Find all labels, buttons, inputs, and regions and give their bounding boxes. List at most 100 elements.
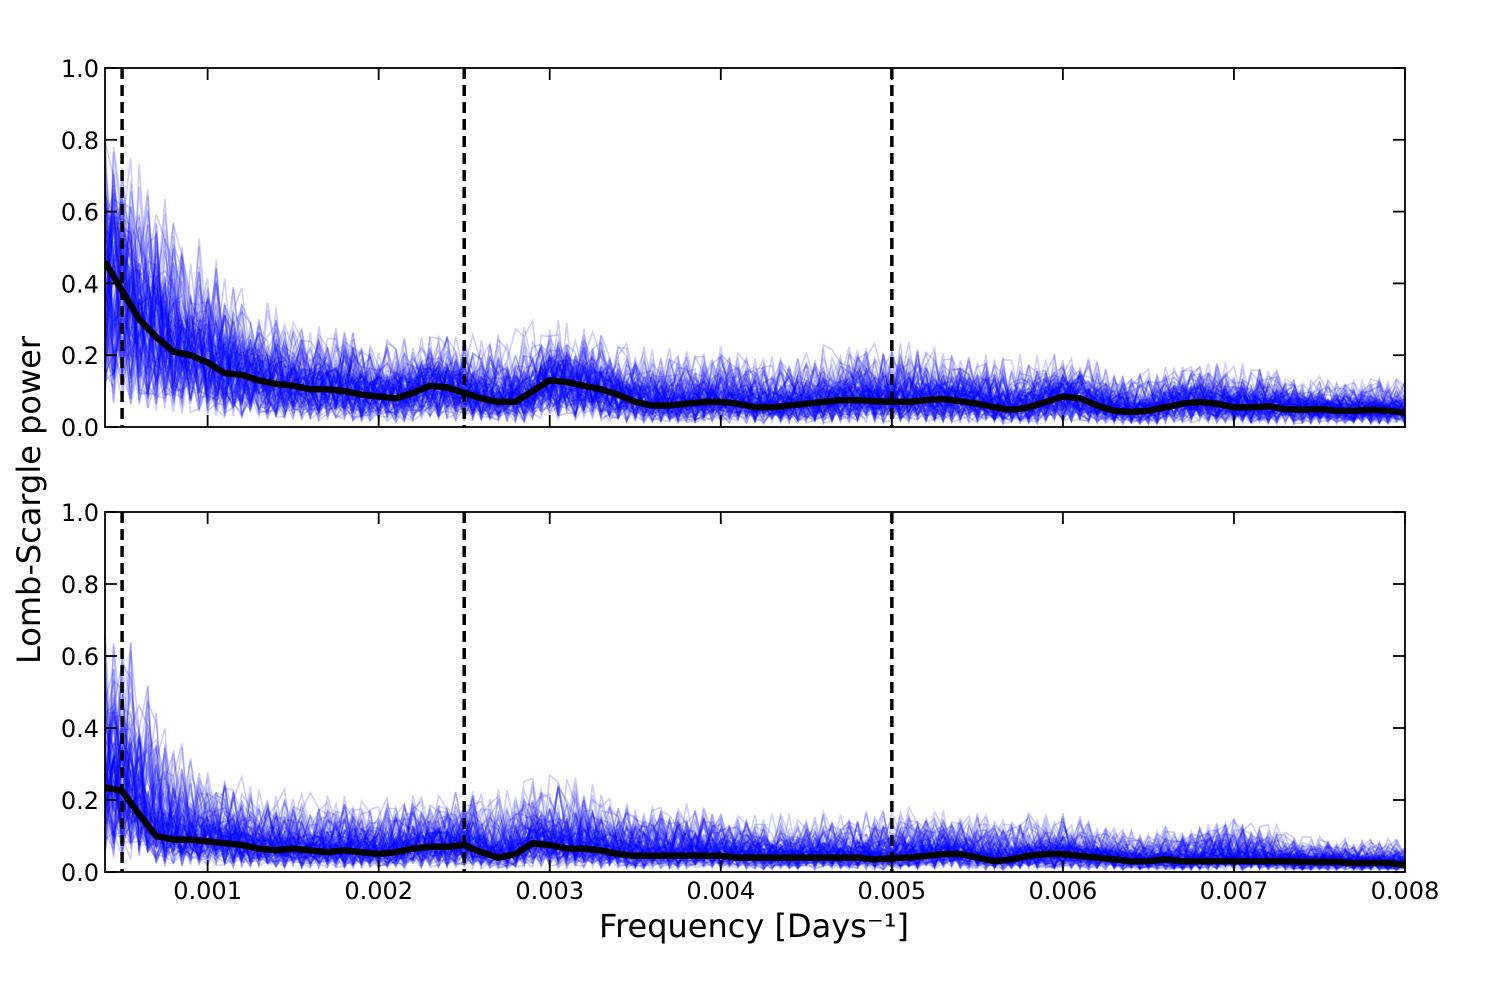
sample-curve xyxy=(105,238,1405,426)
sample-curve xyxy=(105,265,1405,423)
sample-curve xyxy=(105,677,1405,870)
sample-curve xyxy=(105,715,1405,871)
sample-curve xyxy=(105,141,1405,426)
sample-curve xyxy=(105,281,1405,424)
sample-curve xyxy=(105,242,1405,424)
sample-curve xyxy=(105,198,1405,427)
sample-curve xyxy=(105,787,1405,872)
y-tick-label: 0.0 xyxy=(61,859,99,887)
sample-curve xyxy=(105,718,1405,872)
x-tick-label: 0.004 xyxy=(686,877,755,905)
sample-curve xyxy=(105,226,1405,426)
sample-curve xyxy=(105,669,1405,872)
sample-curve xyxy=(105,761,1405,869)
sample-curve xyxy=(105,296,1405,425)
sample-curve xyxy=(105,200,1405,424)
sample-curve xyxy=(105,223,1405,424)
sample-curves xyxy=(105,633,1405,872)
sample-curve xyxy=(105,756,1405,871)
sample-curve xyxy=(105,205,1405,427)
x-tick-label: 0.008 xyxy=(1371,877,1440,905)
sample-curve xyxy=(105,642,1405,871)
sample-curve xyxy=(105,212,1405,426)
sample-curve xyxy=(105,152,1405,425)
sample-curve xyxy=(105,726,1405,872)
sample-curve xyxy=(105,784,1405,871)
sample-curve xyxy=(105,712,1405,872)
sample-curve xyxy=(105,209,1405,426)
sample-curve xyxy=(105,167,1405,423)
sample-curve xyxy=(105,223,1405,426)
sample-curve xyxy=(105,743,1405,872)
sample-curve xyxy=(105,206,1405,425)
sample-curve xyxy=(105,167,1405,425)
sample-curve xyxy=(105,277,1405,425)
sample-curve xyxy=(105,692,1405,872)
y-tick-label: 0.8 xyxy=(61,127,99,155)
sample-curves xyxy=(105,141,1405,427)
sample-curve xyxy=(105,225,1405,427)
y-tick-label: 0.6 xyxy=(61,643,99,671)
sample-curve xyxy=(105,241,1405,425)
sample-curve xyxy=(105,186,1405,425)
sample-curve xyxy=(105,211,1405,423)
y-tick-label: 0.2 xyxy=(61,787,99,815)
sample-curve xyxy=(105,185,1405,425)
sample-curve xyxy=(105,196,1405,425)
sample-curve xyxy=(105,234,1405,426)
x-tick-label: 0.007 xyxy=(1200,877,1269,905)
sample-curve xyxy=(105,760,1405,872)
sample-curve xyxy=(105,275,1405,424)
y-tick-label: 0.0 xyxy=(61,414,99,442)
sample-curve xyxy=(105,225,1405,423)
top-panel: 0.0 0.2 0.4 0.6 0.8 1.0 xyxy=(61,55,1406,442)
sample-curve xyxy=(105,242,1405,423)
x-tick-label: 0.002 xyxy=(344,877,413,905)
x-axis-label: Frequency [Days⁻¹] xyxy=(599,907,909,945)
sample-curve xyxy=(105,222,1405,424)
mean-curve xyxy=(105,784,1405,869)
sample-curve xyxy=(105,231,1405,425)
sample-curve xyxy=(105,766,1405,871)
sample-curve xyxy=(105,650,1405,872)
x-tick-label: 0.003 xyxy=(515,877,584,905)
sample-curve xyxy=(105,704,1405,871)
sample-curve xyxy=(105,706,1405,872)
sample-curve xyxy=(105,212,1405,425)
sample-curve xyxy=(105,761,1405,872)
sample-curve xyxy=(105,196,1405,424)
y-tick-label: 0.4 xyxy=(61,270,99,298)
sample-curve xyxy=(105,174,1405,426)
axes-frame xyxy=(104,67,1406,428)
sample-curve xyxy=(105,185,1405,425)
sample-curve xyxy=(105,202,1405,425)
sample-curve xyxy=(105,740,1405,871)
sample-curve xyxy=(105,724,1405,871)
y-tick-label: 0.8 xyxy=(61,571,99,599)
y-tick-label: 1.0 xyxy=(61,55,99,83)
axes-frame xyxy=(104,511,1406,873)
sample-curve xyxy=(105,216,1405,426)
sample-curve xyxy=(105,235,1405,424)
sample-curve xyxy=(105,251,1405,425)
sample-curve xyxy=(105,169,1405,424)
mean-curve xyxy=(105,260,1405,416)
sample-curve xyxy=(105,748,1405,870)
sample-curve xyxy=(105,756,1405,872)
y-tick-label: 0.4 xyxy=(61,715,99,743)
sample-curve xyxy=(105,189,1405,424)
sample-curve xyxy=(105,196,1405,425)
sample-curve xyxy=(105,747,1405,872)
y-tick-label: 1.0 xyxy=(61,499,99,527)
sample-curve xyxy=(105,191,1405,426)
sample-curve xyxy=(105,226,1405,426)
sample-curve xyxy=(105,189,1405,424)
sample-curve xyxy=(105,153,1405,424)
y-tick-label: 0.6 xyxy=(61,199,99,227)
sample-curve xyxy=(105,703,1405,872)
sample-curve xyxy=(105,254,1405,427)
sample-curve xyxy=(105,760,1405,870)
sample-curve xyxy=(105,739,1405,872)
sample-curve xyxy=(105,215,1405,424)
